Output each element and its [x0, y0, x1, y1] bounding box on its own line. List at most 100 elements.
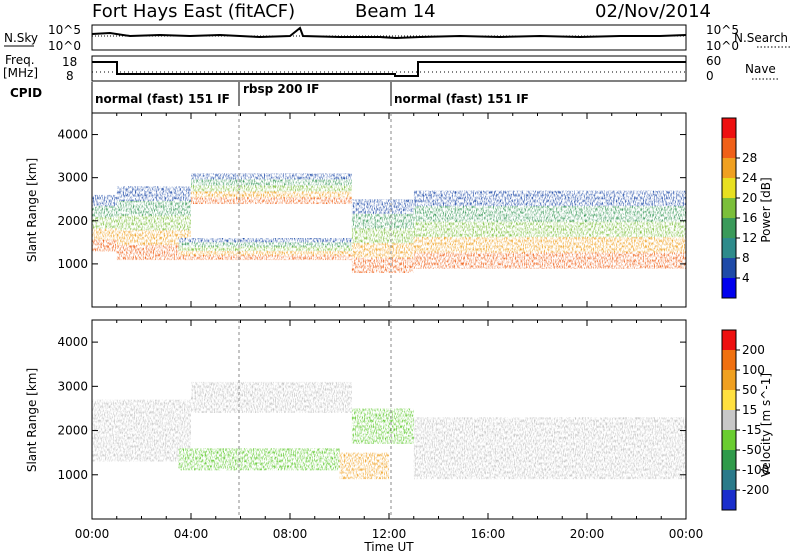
time-tick-label: 00:00 — [75, 527, 110, 541]
power-echo-band — [191, 173, 352, 180]
velocity-colorbar-tick-label: -50 — [742, 443, 762, 457]
velocity-colorbar-segment — [722, 470, 736, 490]
velocity-y-ticks: 1000 2000 3000 4000 — [57, 320, 687, 519]
velocity-colorbar-frame — [721, 329, 737, 511]
power-colorbar: 4 8 12 16 20 24 28 — [721, 117, 757, 299]
velocity-colorbar-segment — [722, 410, 736, 430]
power-colorbar-tick-label: 12 — [742, 231, 757, 245]
velocity-colorbar: 200 100 50 15 -15 -50 -100 -200 — [721, 329, 769, 511]
nsearch-tick-bottom: 10^0 — [706, 39, 739, 53]
velocity-echo-band — [339, 452, 389, 480]
velocity-colorbar-tick-label: 50 — [742, 383, 757, 397]
power-echo-band — [413, 252, 686, 269]
cpid-row: CPID normal (fast) 151 IF rbsp 200 IF no… — [10, 82, 529, 113]
freq-units: [MHz] — [3, 66, 38, 80]
power-echo-band — [351, 213, 414, 230]
power-echo-band — [178, 246, 377, 252]
freq-tick-top: 18 — [62, 55, 77, 69]
velocity-colorbar-tick-label: -15 — [742, 423, 762, 437]
time-tick-label: 16:00 — [471, 527, 506, 541]
velocity-colorbar-tick-label: 100 — [742, 363, 765, 377]
power-echo-band — [92, 194, 117, 207]
nsearch-tick-top: 10^5 — [706, 23, 739, 37]
power-echo-band — [351, 243, 414, 259]
power-echo-band — [116, 244, 191, 261]
time-tick-label: 20:00 — [570, 527, 605, 541]
velocity-echo-band — [351, 408, 414, 444]
power-colorbar-segment — [722, 278, 736, 298]
power-colorbar-tick-label: 24 — [742, 171, 757, 185]
cpid-segment-2: rbsp 200 IF — [243, 82, 319, 96]
power-echo-band — [351, 257, 414, 274]
nave-label: Nave — [745, 62, 776, 76]
power-colorbar-tick-label: 4 — [742, 271, 750, 285]
power-echo-band — [413, 237, 686, 254]
velocity-echo-band — [413, 417, 686, 480]
power-colorbar-frame — [721, 117, 737, 299]
power-y-tick-label: 1000 — [57, 257, 88, 271]
velocity-colorbar-segment — [722, 370, 736, 390]
velocity-colorbar-tick-label: 200 — [742, 343, 765, 357]
power-panel: 1000 2000 3000 4000 Slant Range [km] 4 8 12 16… — [25, 112, 773, 308]
velocity-y-tick-label: 2000 — [57, 424, 88, 438]
velocity-colorbar-segment — [722, 450, 736, 470]
power-colorbar-label: Power [dB] — [759, 177, 773, 242]
power-echo-band — [191, 179, 352, 186]
power-echo-band — [178, 238, 377, 243]
power-colorbar-segment — [722, 158, 736, 178]
power-echo-band — [92, 239, 117, 252]
power-colorbar-tick-label: 20 — [742, 191, 757, 205]
nave-tick-top: 60 — [706, 54, 721, 68]
velocity-y-tick-label: 1000 — [57, 468, 88, 482]
cpid-segment-1: normal (fast) 151 IF — [95, 92, 230, 106]
power-y-axis-label: Slant Range [km] — [25, 158, 39, 262]
power-colorbar-segment — [722, 218, 736, 238]
nsky-label: N.Sky — [4, 31, 38, 45]
velocity-colorbar-segment — [722, 330, 736, 350]
power-colorbar-segment — [722, 138, 736, 158]
power-echo-band — [351, 199, 414, 215]
power-echo-band — [92, 206, 117, 218]
velocity-colorbar-segment — [722, 390, 736, 410]
power-echo-band — [116, 230, 191, 246]
nsky-panel: N.Sky 10^5 10^0 10^5 10^0 N.Search — [4, 23, 790, 53]
plot-title: Fort Hays East (fitACF) — [92, 1, 295, 22]
cpid-label: CPID — [10, 86, 42, 100]
power-echo-band — [178, 250, 377, 256]
power-colorbar-segment — [722, 198, 736, 218]
power-echo-band — [178, 242, 377, 248]
nave-tick-bottom: 0 — [706, 69, 714, 83]
velocity-echo-band — [191, 381, 352, 413]
velocity-y-axis-label: Slant Range [km] — [25, 368, 39, 472]
velocity-echo-band — [178, 448, 340, 471]
velocity-colorbar-tick-label: -200 — [742, 483, 769, 497]
nsky-tick-bottom: 10^0 — [48, 39, 81, 53]
velocity-y-tick-label: 4000 — [57, 335, 88, 349]
time-axis-label: Time UT — [363, 540, 414, 554]
power-colorbar-tick-label: 28 — [742, 151, 757, 165]
freq-label: Freq. — [5, 53, 35, 67]
power-colorbar-segment — [722, 178, 736, 198]
power-colorbar-tick-label: 16 — [742, 211, 757, 225]
velocity-colorbar-tick-label: 15 — [742, 403, 757, 417]
power-echo-band — [178, 255, 377, 261]
nsearch-label: N.Search — [734, 31, 788, 45]
power-echo-band — [413, 190, 686, 207]
power-echo-band — [191, 191, 352, 198]
power-echo-band — [92, 217, 117, 230]
time-tick-label: 08:00 — [273, 527, 308, 541]
velocity-colorbar-segment — [722, 350, 736, 370]
time-tick-label: 00:00 — [669, 527, 704, 541]
power-y-tick-label: 3000 — [57, 171, 88, 185]
power-colorbar-tick-label: 8 — [742, 251, 750, 265]
power-y-tick-label: 2000 — [57, 214, 88, 228]
velocity-panel: 1000 2000 3000 4000 Slant Range [km] 200 100… — [25, 319, 773, 520]
power-echo-band — [413, 206, 686, 223]
power-echo-band — [351, 228, 414, 244]
power-echo-band — [413, 221, 686, 238]
date-label: 02/Nov/2014 — [595, 1, 711, 22]
velocity-echo-layer — [92, 381, 686, 480]
nsky-tick-top: 10^5 — [48, 23, 81, 37]
power-y-tick-label: 4000 — [57, 128, 88, 142]
